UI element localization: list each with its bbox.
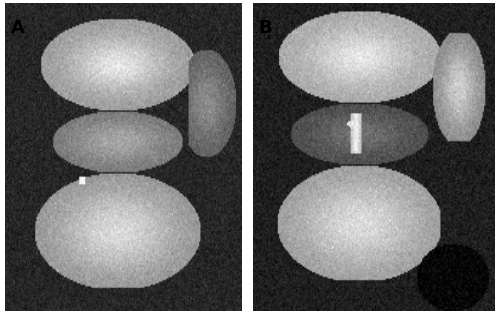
Text: B: B	[258, 19, 272, 37]
Text: A: A	[11, 19, 25, 37]
